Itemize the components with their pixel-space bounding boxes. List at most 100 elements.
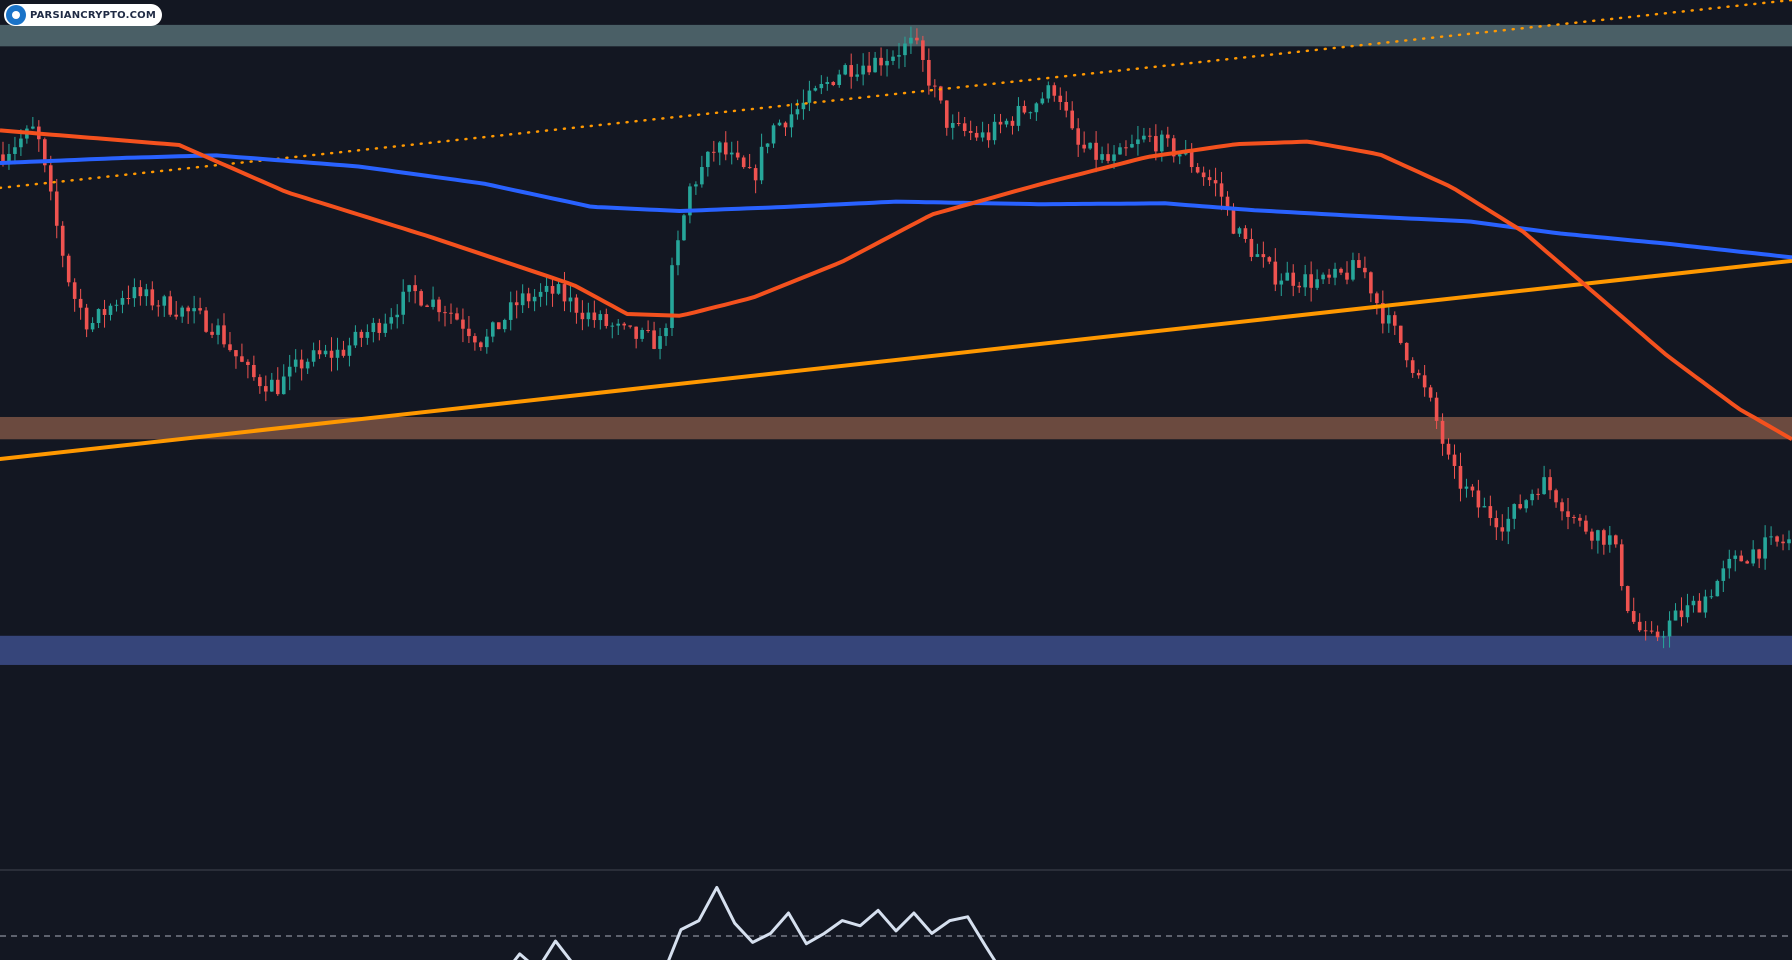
candle-down [1745, 561, 1749, 564]
candle-up [664, 327, 668, 337]
candle-up [323, 350, 328, 355]
candle-down [1416, 372, 1421, 376]
candle-up [389, 317, 394, 324]
candle-down [604, 314, 609, 326]
candle-down [1022, 105, 1027, 113]
candle-up [1040, 98, 1045, 104]
candle-down [329, 350, 334, 358]
candle-down [592, 312, 597, 321]
candle-down [204, 310, 208, 332]
candle-down [1410, 360, 1415, 373]
dotted-trendline [0, 0, 1792, 190]
candle-up [807, 90, 812, 103]
candle-down [1434, 397, 1439, 421]
candle-down [467, 328, 471, 337]
candle-down [1428, 387, 1433, 398]
short-moving-average-line [0, 128, 1792, 442]
candle-down [1578, 517, 1582, 521]
candle-up [544, 285, 549, 292]
candle-down [210, 331, 214, 335]
candle-down [252, 364, 256, 378]
candle-down [222, 325, 226, 345]
candle-down [968, 130, 973, 133]
candle-down [1488, 506, 1493, 519]
candle-down [915, 37, 919, 41]
candle-down [1225, 196, 1230, 208]
candle-down [473, 336, 477, 343]
candle-down [156, 305, 161, 307]
candle-down [939, 86, 943, 101]
candle-up [532, 296, 537, 302]
candle-down [496, 322, 501, 330]
candle-up [640, 330, 644, 339]
candle-down [1124, 147, 1128, 149]
candle-down [562, 284, 567, 302]
candle-up [281, 376, 286, 395]
candle-down [1201, 172, 1206, 178]
candle-up [520, 293, 525, 306]
candle-down [1548, 477, 1552, 491]
candle-down [258, 377, 262, 387]
candle-down [1231, 207, 1236, 234]
candle-down [1297, 285, 1301, 288]
candle-down [1422, 375, 1427, 388]
candle-up [1004, 120, 1009, 125]
candle-up [311, 350, 316, 362]
candle-down [1458, 465, 1463, 489]
candle-down [1267, 257, 1272, 262]
candle-down [455, 313, 459, 320]
candle-up [1482, 506, 1487, 508]
candle-up [586, 312, 591, 320]
candle-down [550, 285, 555, 294]
candle-up [1100, 154, 1104, 160]
candle-down [1500, 527, 1505, 532]
candle-down [228, 344, 232, 351]
candle-down [1655, 631, 1660, 638]
candle-down [1440, 420, 1445, 444]
candle-up [676, 240, 680, 266]
candle-up [1130, 144, 1134, 148]
candle-up [980, 132, 985, 138]
candle-down [1452, 454, 1457, 466]
candle-down [1637, 621, 1642, 631]
candle-down [1106, 154, 1110, 161]
candle-up [1530, 493, 1534, 501]
candle-up [706, 151, 710, 168]
candle-up [1608, 535, 1612, 545]
candle-down [174, 314, 179, 317]
candle-down [1446, 443, 1451, 455]
candle-down [1392, 315, 1397, 326]
candle-up [269, 379, 274, 392]
candle-up [287, 366, 292, 377]
candle-down [1590, 531, 1594, 541]
candle-up [616, 323, 621, 326]
candle-up [114, 304, 119, 306]
candle-down [753, 168, 758, 181]
candle-up [162, 296, 167, 306]
candle-down [341, 349, 346, 356]
candle-up [694, 184, 698, 187]
candle-down [1536, 493, 1540, 495]
support-zone [0, 635, 1792, 665]
candle-up [132, 287, 137, 299]
candle-up [538, 291, 543, 297]
candle-up [1279, 280, 1284, 285]
candle-down [1470, 486, 1475, 491]
candle-down [359, 331, 364, 338]
candle-up [568, 297, 573, 302]
candle-up [1715, 580, 1720, 597]
candle-up [795, 109, 800, 115]
candle-down [1566, 511, 1570, 517]
candle-up [825, 82, 830, 84]
candle-down [1613, 535, 1618, 545]
candle-down [723, 142, 728, 155]
candle-up [508, 302, 513, 320]
candle-down [514, 302, 519, 306]
candle-up [216, 325, 220, 335]
candle-down [264, 386, 268, 392]
candle-down [240, 356, 244, 362]
candle-down [974, 132, 979, 138]
candle-up [1512, 504, 1517, 519]
candle-down [1309, 274, 1313, 288]
